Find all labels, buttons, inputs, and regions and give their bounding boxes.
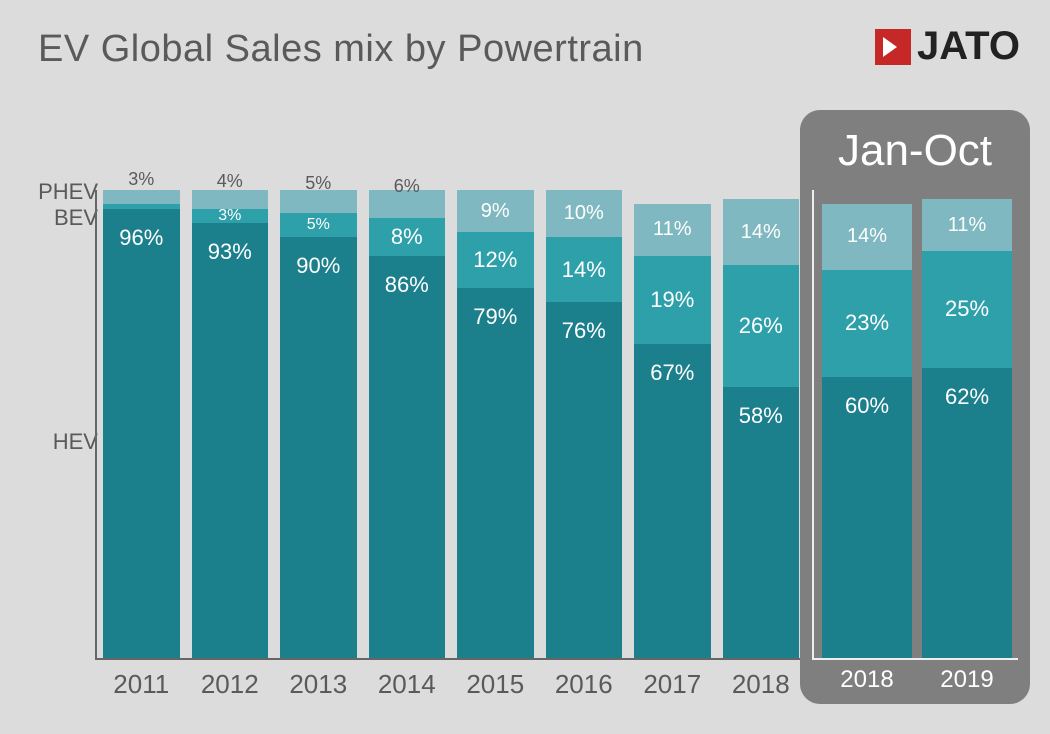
seg-hev: 86% [369, 256, 446, 658]
bar-2017: 67%19%11%2017 [634, 190, 711, 658]
seg-phev: 14% [723, 199, 800, 265]
x-axis-label: 2011 [103, 669, 180, 700]
seg-hev: 62% [922, 368, 1012, 658]
seg-phev: 3% [103, 190, 180, 204]
bar-2014: 86%8%6%2014 [369, 190, 446, 658]
bar-2012: 93%3%4%2012 [192, 190, 269, 658]
bar-2019: 62%25%11%2019 [922, 190, 1012, 658]
x-axis-label: 2016 [546, 669, 623, 700]
brand-logo: JATO [875, 24, 1020, 69]
seg-bev: 5% [280, 213, 357, 236]
legend-hev: HEV [18, 430, 98, 454]
bar-2011: 96%3%2011 [103, 190, 180, 658]
seg-bev: 19% [634, 256, 711, 345]
x-axis-label: 2017 [634, 669, 711, 700]
seg-hev: 93% [192, 223, 269, 658]
seg-bev: 3% [192, 209, 269, 223]
seg-hev: 79% [457, 288, 534, 658]
seg-phev: 9% [457, 190, 534, 232]
seg-hev: 58% [723, 387, 800, 658]
x-axis-label: 2019 [922, 666, 1012, 694]
x-axis-label: 2014 [369, 669, 446, 700]
bar-2013: 90%5%5%2013 [280, 190, 357, 658]
seg-hev: 76% [546, 302, 623, 658]
seg-hev: 67% [634, 344, 711, 658]
seg-bev: 23% [822, 270, 912, 378]
seg-hev: 60% [822, 377, 912, 658]
side-panel: Jan-Oct 60%23%14%201862%25%11%2019 [800, 110, 1030, 704]
main-stacked-bar-chart: 96%3%201193%3%4%201290%5%5%201386%8%6%20… [95, 190, 805, 660]
seg-phev: 11% [922, 199, 1012, 250]
x-axis-label: 2018 [822, 666, 912, 694]
bar-2018: 60%23%14%2018 [822, 190, 912, 658]
seg-phev: 5% [280, 190, 357, 213]
seg-hev: 96% [103, 209, 180, 658]
logo-text: JATO [917, 24, 1020, 69]
seg-bev: 8% [369, 218, 446, 255]
seg-phev: 14% [822, 204, 912, 270]
panel-stacked-bar-chart: 60%23%14%201862%25%11%2019 [812, 190, 1018, 660]
x-axis-label: 2012 [192, 669, 269, 700]
x-axis-label: 2013 [280, 669, 357, 700]
seg-phev: 11% [634, 204, 711, 255]
logo-mark-icon [875, 29, 911, 65]
legend-phev: PHEV [18, 180, 98, 204]
bar-2015: 79%12%9%2015 [457, 190, 534, 658]
seg-bev: 25% [922, 251, 1012, 368]
seg-phev: 6% [369, 190, 446, 218]
bar-2016: 76%14%10%2016 [546, 190, 623, 658]
legend-bev: BEV [18, 206, 98, 230]
panel-title: Jan-Oct [800, 126, 1030, 176]
x-axis-label: 2015 [457, 669, 534, 700]
seg-bev: 14% [546, 237, 623, 303]
seg-bev: 26% [723, 265, 800, 387]
chart-title: EV Global Sales mix by Powertrain [38, 28, 644, 71]
seg-phev: 10% [546, 190, 623, 237]
seg-hev: 90% [280, 237, 357, 658]
seg-bev: 12% [457, 232, 534, 288]
bar-2018: 58%26%14%2018 [723, 190, 800, 658]
series-legend: PHEV BEV HEV [18, 180, 98, 455]
x-axis-label: 2018 [723, 669, 800, 700]
